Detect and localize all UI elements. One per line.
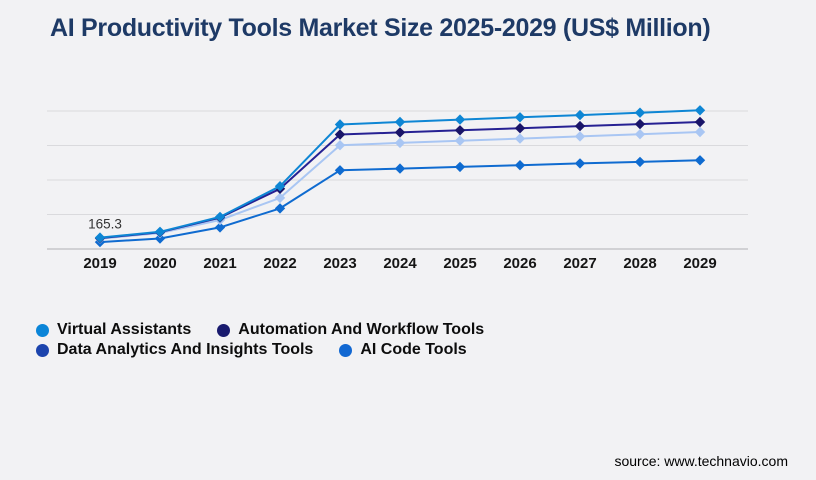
data-point-marker (394, 137, 406, 149)
legend-dot-icon (217, 323, 231, 337)
legend-dot-icon (36, 343, 49, 357)
data-point-marker (634, 107, 646, 118)
data-point-marker (634, 129, 646, 140)
x-axis-label: 2025 (443, 255, 476, 272)
data-point-marker (634, 156, 646, 168)
data-point-marker (694, 155, 706, 166)
data-point-marker (514, 112, 526, 123)
data-point-marker (274, 181, 286, 192)
data-point-marker (454, 135, 466, 146)
chart-legend: Virtual Assistants Automation And Workfl… (36, 321, 484, 359)
data-point-marker (334, 119, 346, 130)
legend-dot-icon (36, 323, 49, 337)
legend-item-data-analytics-and-insights-tools: Data Analytics And Insights Tools (36, 341, 313, 359)
data-point-marker (274, 192, 286, 204)
data-point-marker (454, 161, 466, 173)
data-point-marker (94, 232, 106, 243)
data-point-marker (214, 211, 226, 223)
data-point-marker (154, 226, 166, 237)
x-axis-label: 2024 (383, 255, 417, 272)
data-point-marker (514, 133, 526, 144)
x-axis-label: 2026 (503, 255, 536, 272)
legend-label: Automation And Workflow Tools (238, 321, 485, 338)
legend-label: AI Code Tools (360, 341, 467, 358)
x-axis-label: 2019 (83, 255, 116, 272)
data-point-marker (454, 114, 466, 125)
page-title: AI Productivity Tools Market Size 2025-2… (50, 14, 711, 42)
data-point-marker (214, 222, 226, 233)
x-axis-label: 2027 (563, 255, 596, 272)
legend-label: Data Analytics And Insights Tools (57, 341, 314, 358)
data-point-marker (394, 116, 406, 128)
data-point-marker (514, 160, 526, 171)
data-point-marker (694, 126, 706, 138)
x-axis-label: 2023 (323, 255, 356, 272)
x-axis-label: 2020 (143, 255, 176, 272)
data-point-marker (334, 165, 346, 176)
legend-item-virtual-assistants: Virtual Assistants (36, 321, 191, 339)
x-axis-label: 2028 (623, 255, 656, 272)
market-size-line-chart: 2019 2020 2021 2022 2023 2024 2025 2026 2027 2028… (47, 105, 748, 272)
data-point-marker (694, 105, 706, 116)
data-point-marker (574, 158, 586, 169)
x-axis-label: 2029 (683, 255, 716, 272)
data-point-marker (394, 127, 406, 138)
data-point-marker (394, 163, 406, 174)
legend-dot-icon (339, 343, 353, 357)
legend-label: Virtual Assistants (57, 321, 192, 338)
data-point-marker (694, 116, 706, 128)
legend-item-ai-code-tools: AI Code Tools (339, 341, 467, 359)
data-point-marker (574, 120, 586, 132)
x-axis-label: 2021 (203, 255, 236, 272)
x-axis-label: 2022 (263, 255, 296, 272)
data-point-marker (574, 131, 586, 142)
legend-item-automation-and-workflow-tools: Automation And Workflow Tools (217, 321, 484, 339)
data-point-marker (454, 125, 466, 136)
legend-row: Data Analytics And Insights Tools AI Cod… (36, 341, 484, 359)
legend-row: Virtual Assistants Automation And Workfl… (36, 321, 484, 339)
data-point-marker (634, 118, 646, 130)
data-point-marker (334, 140, 346, 151)
source-attribution: source: www.technavio.com (614, 453, 788, 469)
data-point-marker (274, 203, 286, 214)
data-point-marker (514, 123, 526, 134)
data-label-annotation: 165.3 (88, 217, 122, 232)
data-point-marker (574, 109, 586, 121)
data-point-marker (154, 233, 166, 244)
